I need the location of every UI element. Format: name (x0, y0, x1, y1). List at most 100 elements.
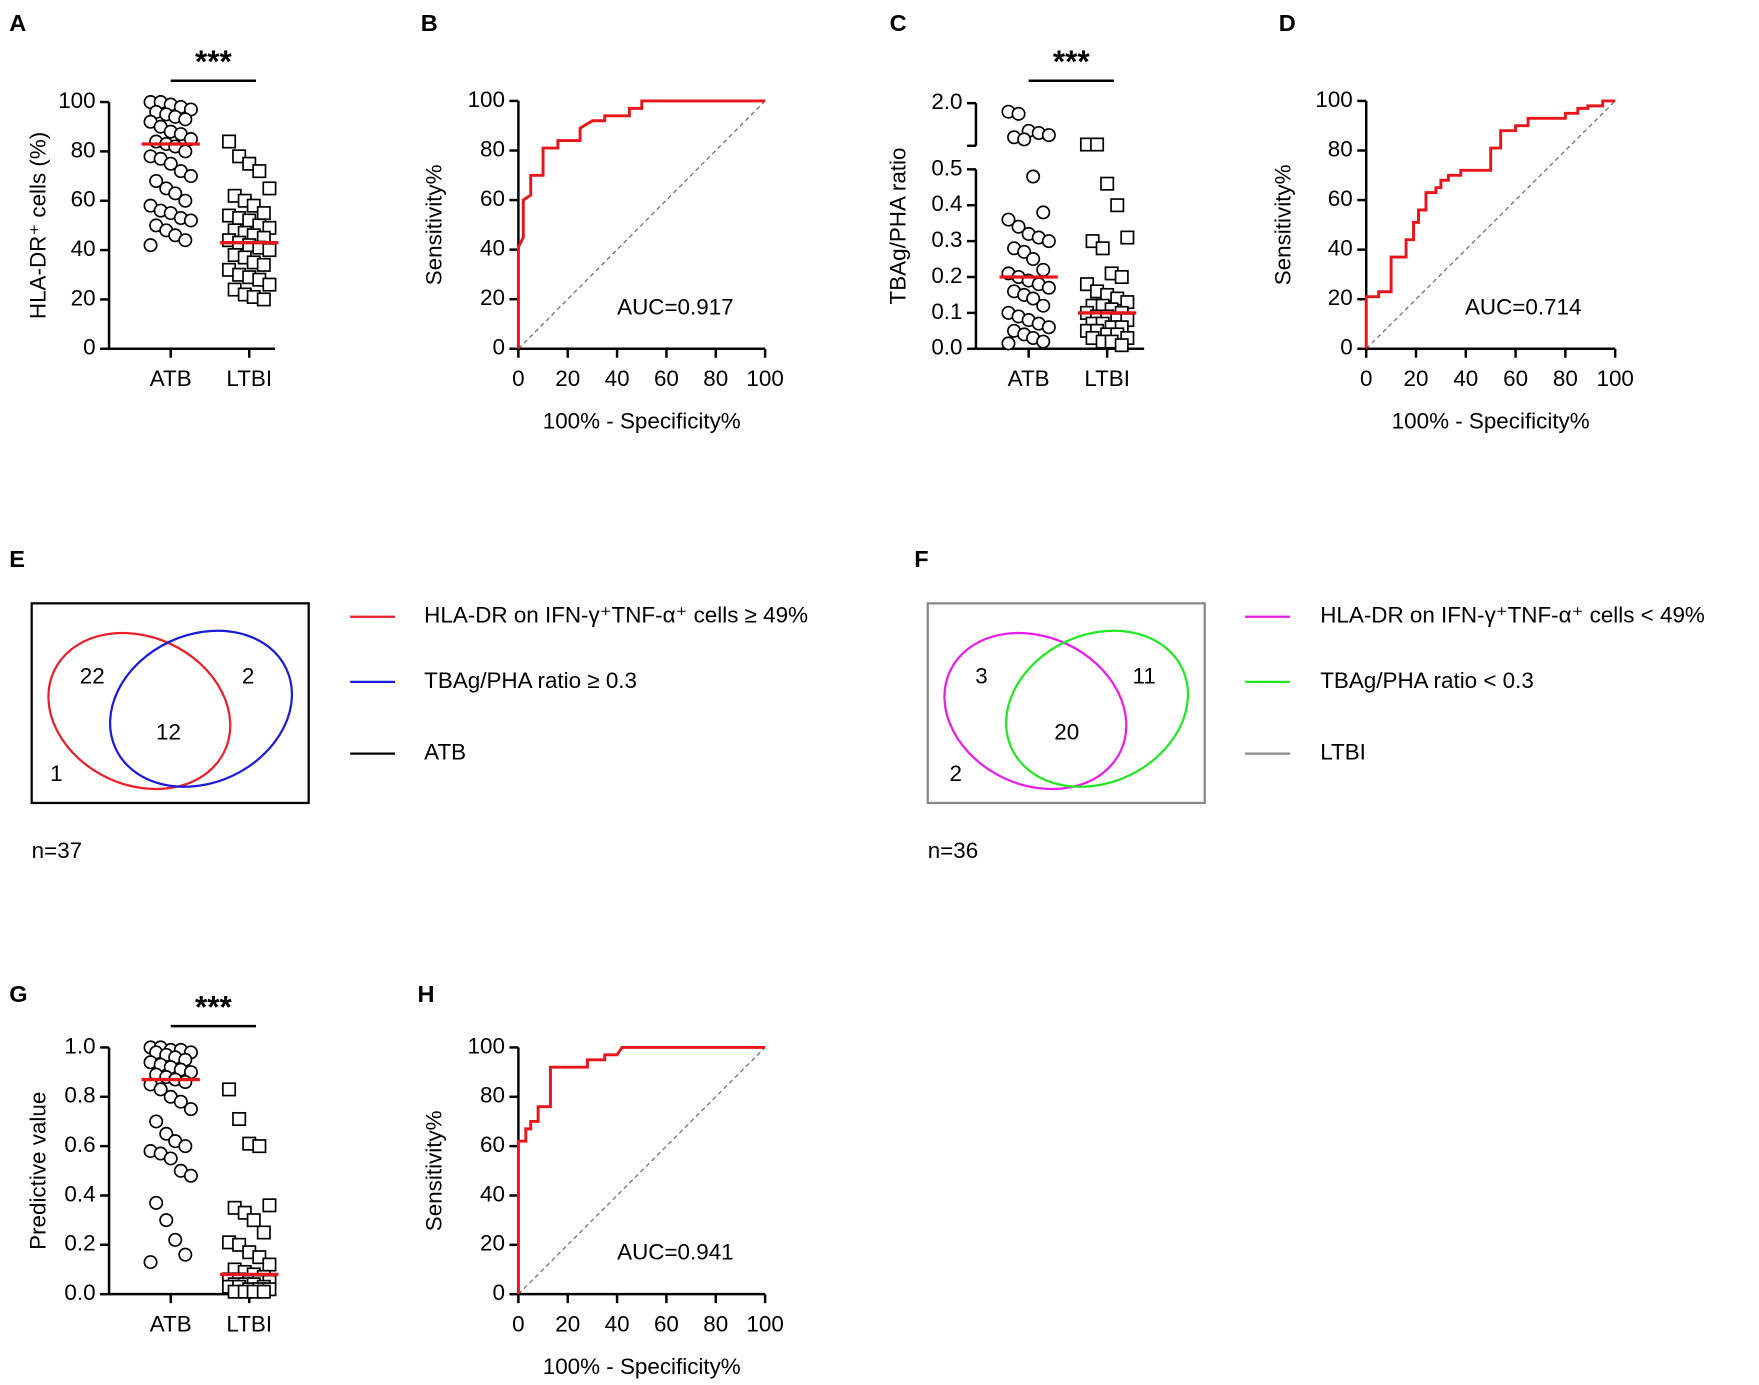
point (1036, 205, 1051, 220)
y-tick-label: 60 (480, 186, 505, 211)
y-tick-label: 80 (71, 137, 96, 162)
y-tick-label: 80 (480, 1083, 505, 1108)
y-tick-label: 80 (480, 136, 505, 161)
significance: *** (195, 990, 232, 1025)
x-tick-label: ATB (150, 366, 192, 391)
point (1036, 334, 1051, 349)
point (149, 1195, 164, 1210)
point (159, 1126, 174, 1141)
x-tick-label: 0 (512, 366, 524, 391)
x-tick-label: 0 (512, 1311, 524, 1336)
point (183, 213, 198, 228)
panel-letter: D (1279, 10, 1296, 36)
legend-label: ATB (424, 740, 466, 765)
roc-curve (516, 99, 766, 349)
point (143, 1255, 158, 1270)
x-axis-title: 100% - Specificity% (1392, 409, 1590, 434)
sample-size: n=36 (928, 838, 978, 863)
point (262, 1257, 277, 1272)
point (1026, 252, 1041, 267)
x-tick-label: 100 (746, 366, 783, 391)
point (178, 112, 193, 127)
point (163, 1151, 178, 1166)
x-tick-label: 80 (703, 366, 728, 391)
point (1011, 219, 1026, 234)
region-count: 2 (242, 663, 254, 688)
point (1011, 106, 1026, 121)
point (1036, 298, 1051, 313)
x-tick-label: LTBI (1084, 366, 1130, 391)
point (246, 1213, 261, 1228)
set-ellipse (47, 631, 232, 791)
point (1085, 234, 1100, 249)
y-tick-label: 40 (480, 1181, 505, 1206)
x-tick-label: LTBI (226, 366, 272, 391)
panel-letter: A (9, 10, 26, 36)
region-count: 3 (975, 663, 987, 688)
region-count: 2 (950, 761, 962, 786)
y-tick-label: 0.2 (931, 263, 962, 288)
point (149, 173, 164, 189)
y-tick-label: 20 (480, 285, 505, 310)
y-tick-label: 40 (71, 236, 96, 261)
y-tick-label: 0.1 (931, 299, 962, 324)
point (1041, 280, 1056, 295)
point (1001, 336, 1016, 351)
point (1095, 241, 1110, 256)
y-tick-label: 60 (71, 187, 96, 212)
x-axis-title: 100% - Specificity% (543, 409, 741, 434)
x-tick-label: 80 (703, 1311, 728, 1336)
y-axis-title: HLA-DR⁺ cells (%) (25, 132, 50, 319)
auc-annotation: AUC=0.917 (617, 294, 733, 319)
roc-curve (516, 1045, 766, 1295)
set-ellipse (943, 631, 1128, 791)
point (256, 1284, 271, 1299)
x-tick-label: 20 (1404, 366, 1429, 391)
universe-box (30, 602, 310, 805)
y-tick-label: 20 (480, 1231, 505, 1256)
point (1017, 132, 1032, 147)
region-count: 20 (1054, 719, 1079, 744)
y-tick-label: 0.3 (931, 227, 962, 252)
y-tick-label: 0.8 (64, 1083, 95, 1108)
x-tick-label: 20 (555, 366, 580, 391)
point (173, 1094, 188, 1109)
point (1041, 320, 1056, 335)
point (183, 1168, 198, 1183)
point (1100, 176, 1115, 191)
point (256, 1225, 271, 1240)
auc-annotation: AUC=0.941 (617, 1240, 733, 1265)
x-tick-label: 60 (654, 366, 679, 391)
y-tick-label: 0.2 (64, 1231, 95, 1256)
y-tick-label: 0.5 (931, 155, 962, 180)
point (1120, 230, 1135, 245)
y-tick-label: 20 (1328, 285, 1353, 310)
y-tick-label: 0.0 (64, 1280, 95, 1305)
reference-diagonal (1365, 100, 1616, 350)
point (178, 193, 193, 208)
y-axis-title: TBAg/PHA ratio (886, 148, 911, 305)
legend-label: HLA-DR on IFN-γ⁺TNF-α⁺ cells ≥ 49% (424, 603, 808, 628)
y-tick-label: 0 (1340, 335, 1352, 360)
x-tick-label: 80 (1553, 366, 1578, 391)
y-tick-label: 100 (468, 87, 505, 112)
x-tick-label: 60 (654, 1311, 679, 1336)
roc-curve (1364, 99, 1616, 349)
y-axis-title: Sensitivity% (421, 164, 446, 285)
panel-letter: C (890, 10, 907, 36)
legend-label: LTBI (1320, 740, 1366, 765)
universe-box (926, 602, 1206, 805)
y-tick-label: 80 (1328, 136, 1353, 161)
point (1114, 269, 1129, 285)
point (262, 1198, 277, 1213)
y-tick-label: 40 (1328, 236, 1353, 261)
panel-letter: E (9, 546, 25, 572)
point (262, 277, 277, 292)
y-tick-label: 60 (480, 1132, 505, 1157)
point (178, 144, 193, 159)
point (178, 1074, 193, 1089)
point (256, 257, 271, 272)
point (262, 181, 277, 196)
x-tick-label: 0 (1360, 366, 1372, 391)
y-tick-label: 100 (1315, 87, 1352, 112)
